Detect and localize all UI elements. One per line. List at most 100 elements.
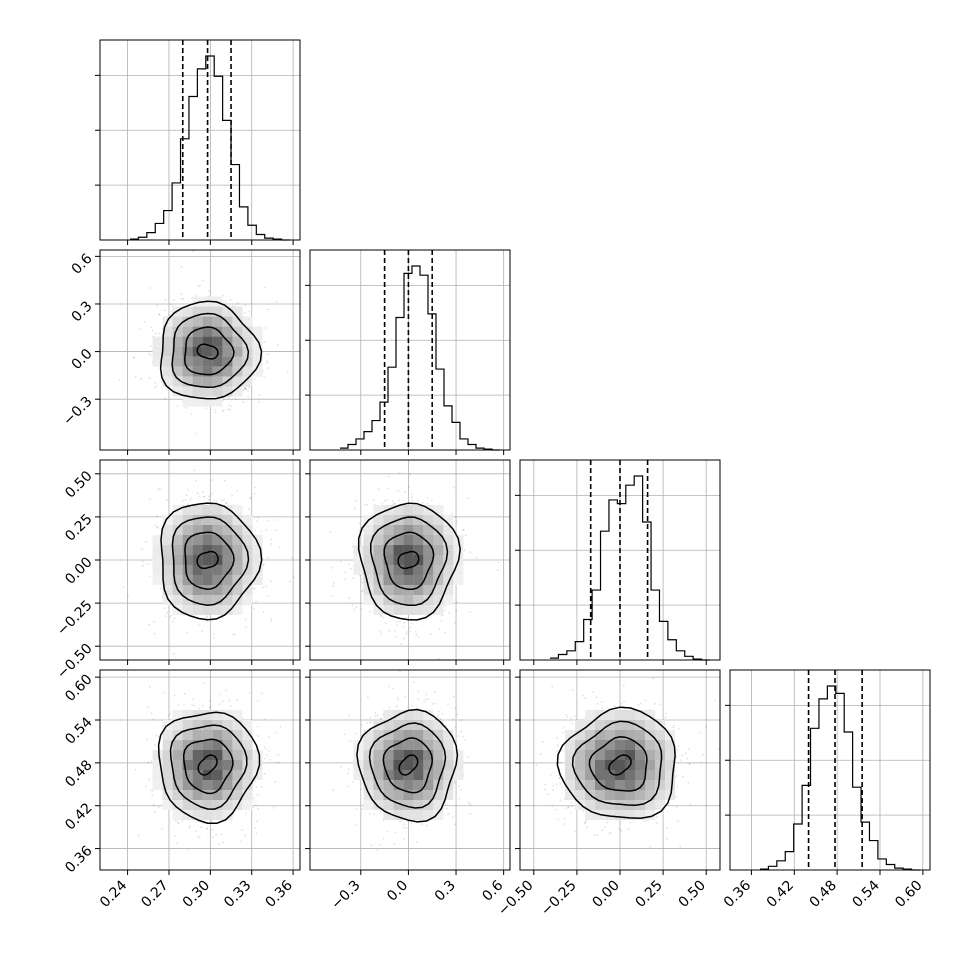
sample-point	[268, 750, 271, 752]
sample-point	[276, 519, 279, 521]
sample-point	[170, 614, 173, 617]
density-cell	[202, 515, 213, 525]
sample-point	[255, 832, 258, 835]
sample-point	[333, 582, 335, 584]
density-cell	[202, 585, 213, 595]
sample-point	[343, 571, 346, 574]
density-cell	[152, 565, 163, 575]
density-cell	[232, 376, 243, 387]
density-cell	[393, 565, 404, 575]
sample-point	[222, 841, 225, 844]
sample-point	[225, 502, 228, 505]
density-panel-p2-vs-p0	[95, 459, 301, 665]
sample-point	[257, 516, 260, 519]
sample-point	[244, 834, 247, 836]
sample-point	[213, 637, 216, 639]
density-cell	[232, 336, 243, 347]
density-cell	[182, 605, 193, 615]
sample-point	[212, 633, 215, 636]
density-cell	[252, 545, 263, 555]
sample-point	[361, 581, 364, 584]
sample-point	[463, 739, 466, 742]
sample-point	[265, 529, 268, 531]
density-cell	[182, 356, 193, 367]
sample-point	[267, 308, 269, 311]
sample-point	[343, 733, 346, 736]
density-cell	[192, 545, 203, 555]
sample-point	[150, 760, 153, 762]
sample-point	[188, 826, 191, 829]
density-cell	[443, 545, 454, 555]
density-cell	[162, 535, 173, 545]
sample-point	[355, 732, 358, 735]
sample-point	[140, 548, 143, 551]
density-cell	[192, 750, 203, 760]
sample-point	[161, 380, 163, 382]
sample-point	[457, 735, 460, 737]
density-cell	[192, 595, 203, 605]
sample-point	[258, 401, 260, 404]
sample-point	[430, 633, 432, 636]
sample-point	[351, 603, 354, 606]
density-cell	[172, 326, 183, 337]
sample-point	[454, 515, 457, 518]
density-cell	[202, 555, 213, 565]
sample-point	[240, 840, 242, 843]
density-cell	[182, 386, 193, 397]
density-cell	[162, 565, 173, 575]
sample-point	[145, 785, 148, 788]
sample-point	[255, 804, 257, 807]
density-cell	[162, 575, 173, 585]
sample-point	[379, 615, 382, 617]
sample-point	[193, 469, 196, 472]
sample-point	[263, 718, 266, 721]
sample-point	[172, 652, 175, 655]
density-cell	[242, 366, 253, 377]
sample-point	[137, 834, 140, 837]
sample-point	[355, 606, 358, 608]
sample-point	[353, 608, 356, 611]
density-cell	[182, 376, 193, 387]
density-cell	[232, 356, 243, 367]
density-cell	[212, 525, 223, 535]
density-cell	[152, 336, 163, 347]
sample-point	[275, 300, 278, 303]
sample-point	[438, 628, 441, 630]
sample-point	[154, 382, 157, 384]
density-cell	[172, 750, 183, 760]
density-cell	[152, 750, 163, 760]
sample-point	[230, 705, 232, 708]
sample-point	[348, 596, 351, 599]
density-cell	[212, 386, 223, 397]
density-cell	[212, 535, 223, 545]
density-shading	[152, 505, 263, 615]
sample-point	[417, 499, 419, 502]
sample-point	[155, 385, 158, 388]
density-cell	[232, 515, 243, 525]
density-cell	[202, 730, 213, 740]
sample-point	[198, 707, 200, 710]
sample-point	[154, 811, 156, 814]
sample-point	[177, 704, 180, 706]
panel-frame	[729, 669, 931, 871]
sample-point	[164, 398, 167, 401]
density-cell	[443, 535, 454, 545]
sample-point	[206, 616, 208, 619]
sample-point	[381, 714, 384, 716]
sample-point	[275, 761, 278, 764]
sample-point	[163, 691, 166, 694]
density-cell	[453, 575, 464, 585]
sample-point	[384, 622, 387, 624]
sample-point	[388, 630, 391, 632]
sample-point	[361, 590, 364, 593]
sample-point	[203, 495, 206, 498]
sample-point	[263, 563, 265, 566]
density-cell	[242, 346, 253, 357]
density-cell	[202, 810, 213, 820]
sample-point	[370, 844, 373, 847]
panel-frame	[99, 39, 301, 241]
density-cell	[403, 505, 414, 515]
density-cell	[222, 326, 233, 337]
sample-point	[409, 630, 412, 633]
sample-point	[379, 810, 382, 813]
